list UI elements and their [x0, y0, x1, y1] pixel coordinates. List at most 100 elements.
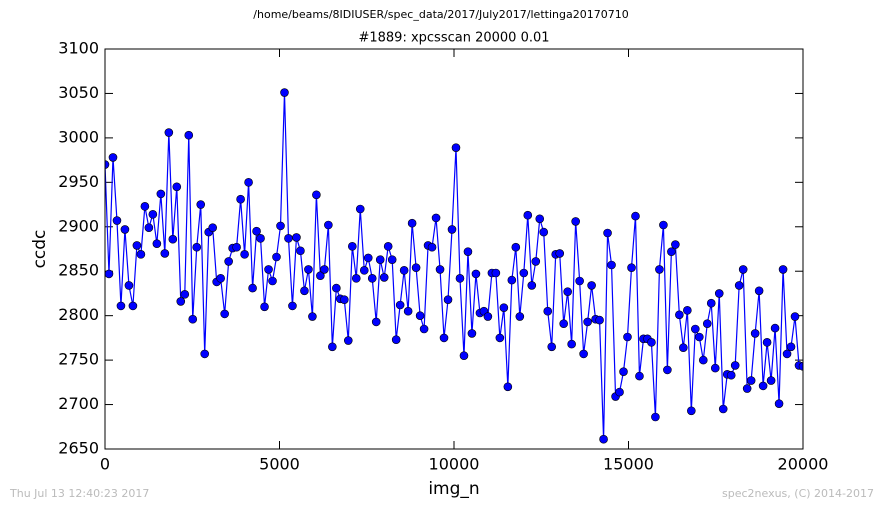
data-point — [599, 434, 608, 444]
data-point — [431, 213, 441, 223]
data-point — [774, 399, 784, 408]
data-point — [272, 252, 281, 262]
data-point — [635, 371, 644, 381]
y-tick-label: 2900 — [58, 216, 99, 235]
data-point — [499, 303, 509, 312]
data-point — [714, 289, 724, 298]
data-point — [176, 297, 186, 306]
data-point — [671, 240, 680, 249]
data-point — [667, 247, 676, 256]
data-point — [734, 281, 744, 290]
data-point — [252, 226, 261, 236]
data-point — [679, 343, 688, 352]
data-point — [407, 218, 417, 228]
data-point — [507, 275, 517, 285]
data-point — [168, 234, 178, 244]
data-point — [379, 273, 389, 282]
data-point — [603, 228, 612, 238]
data-point — [675, 310, 684, 320]
data-point — [778, 265, 788, 274]
data-point — [718, 404, 728, 414]
x-tick-label: 20000 — [778, 455, 829, 474]
data-point — [531, 257, 541, 266]
data-point — [754, 286, 764, 296]
data-point — [762, 338, 772, 347]
y-tick-label: 3100 — [58, 39, 99, 58]
data-point — [244, 178, 253, 187]
data-point — [415, 311, 425, 320]
data-point — [188, 314, 198, 324]
data-point — [105, 269, 114, 279]
data-point — [543, 306, 553, 316]
series-line — [105, 92, 803, 440]
data-point — [619, 367, 628, 376]
data-point — [455, 274, 465, 283]
data-point — [216, 274, 225, 283]
data-point — [288, 301, 297, 311]
data-point — [702, 319, 712, 328]
x-tick-label: 15000 — [603, 455, 654, 474]
data-point — [631, 211, 640, 221]
y-tick-label: 3050 — [58, 83, 99, 102]
data-point — [467, 329, 477, 338]
data-point — [511, 242, 521, 252]
data-point — [304, 265, 313, 274]
data-point — [770, 323, 780, 333]
data-point — [695, 332, 704, 342]
data-point — [607, 260, 616, 270]
data-point — [483, 312, 493, 321]
data-point — [427, 242, 437, 252]
data-point — [351, 274, 361, 283]
data-point — [623, 332, 632, 342]
data-point — [655, 265, 664, 274]
data-point — [280, 88, 289, 97]
data-point — [710, 363, 720, 373]
data-point — [459, 351, 469, 360]
data-point — [495, 333, 505, 343]
data-point — [340, 295, 349, 304]
data-point — [523, 210, 533, 220]
data-point — [292, 233, 301, 242]
data-point — [124, 281, 134, 290]
data-point — [148, 210, 158, 219]
data-point — [726, 370, 736, 380]
y-tick-label: 2750 — [58, 350, 99, 369]
data-point — [156, 189, 166, 199]
data-point — [140, 202, 150, 211]
data-point — [579, 349, 588, 359]
data-point — [108, 153, 118, 162]
data-point — [359, 266, 369, 275]
data-point — [690, 324, 700, 334]
data-point — [224, 257, 233, 266]
data-point — [419, 324, 429, 334]
data-point — [527, 281, 537, 290]
data-point — [738, 265, 748, 274]
data-point — [120, 225, 130, 234]
data-point — [659, 220, 668, 230]
data-point — [750, 329, 760, 338]
data-point — [328, 342, 337, 352]
data-point — [730, 361, 740, 370]
data-point — [371, 317, 381, 327]
data-point — [296, 246, 305, 256]
data-point — [539, 227, 549, 237]
data-point — [571, 217, 580, 226]
data-point — [435, 265, 445, 274]
data-point — [786, 342, 796, 352]
data-point — [343, 336, 353, 345]
data-point — [411, 263, 421, 272]
data-point — [367, 274, 377, 283]
data-point — [192, 242, 202, 252]
data-point — [758, 381, 768, 391]
data-point — [240, 250, 249, 259]
data-point — [663, 365, 672, 375]
data-point — [232, 242, 241, 252]
data-point — [220, 309, 229, 319]
data-point — [300, 286, 309, 296]
data-point — [260, 302, 269, 312]
y-tick-label: 2650 — [58, 439, 99, 458]
data-point — [363, 253, 373, 263]
y-tick-label: 2850 — [58, 261, 99, 280]
data-point — [196, 200, 206, 209]
